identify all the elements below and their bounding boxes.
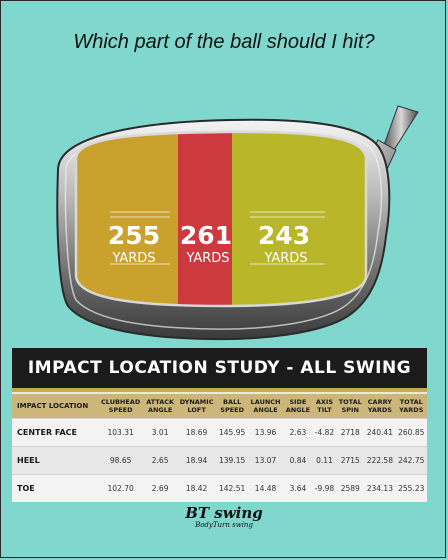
table-cell: 260.85	[395, 418, 427, 447]
table-cell: 98.65	[97, 446, 144, 475]
header-text: ANGLE	[147, 406, 173, 414]
table-cell: 242.75	[395, 446, 427, 475]
zone-heel	[232, 131, 366, 306]
table-cell: 14.48	[247, 474, 284, 502]
header-text: YARDS	[399, 406, 424, 414]
zone-toe-yards-label: YARDS	[111, 251, 155, 266]
header-text: CARRY	[367, 398, 392, 406]
table-cell: 2.69	[143, 474, 177, 502]
table-header-cell: ATTACK ANGLE	[143, 394, 177, 419]
zone-toe	[76, 131, 178, 306]
header-text: AXIS	[315, 398, 334, 406]
table-cell: 240.41	[364, 418, 396, 447]
table-cell: 0.11	[312, 446, 337, 475]
table-header-cell: TOTAL YARDS	[395, 394, 427, 419]
zone-toe-yards: 255	[108, 221, 160, 250]
header-text: ANGLE	[285, 406, 311, 414]
header-text: ATTACK	[146, 398, 175, 406]
table-accent-bar	[12, 388, 427, 392]
table-cell: 222.58	[364, 446, 396, 475]
header-text: YARDS	[367, 406, 392, 414]
table-cell: 2589	[336, 474, 365, 502]
bt-swing-logo: BT swing BodyTurn swing	[0, 505, 448, 529]
club-shaft	[383, 105, 419, 151]
logo-sub-text: BodyTurn swing	[195, 521, 253, 529]
header-text: IMPACT LOCATION	[17, 402, 89, 410]
header-text: LAUNCH	[250, 398, 281, 406]
table-cell: 103.31	[97, 418, 144, 447]
table-header-cell: SIDE ANGLE	[283, 394, 313, 419]
logo-main-text: BT swing	[185, 504, 263, 522]
table-cell: 2.65	[143, 446, 177, 475]
driver-illustration: 255 YARDS 261 YARDS 243 YARDS	[56, 105, 419, 341]
table-header-cell: CARRY YARDS	[364, 394, 396, 419]
impact-table: IMPACT LOCATION CLUBHEAD SPEED ATTACK ANGLE D…	[12, 394, 427, 502]
header-text: CLUBHEAD	[101, 398, 141, 406]
table-header-row: IMPACT LOCATION CLUBHEAD SPEED ATTACK ANGLE D…	[12, 394, 427, 419]
table-cell: 2.63	[283, 418, 313, 447]
header-text: TILT	[317, 406, 332, 414]
table-cell: 139.15	[216, 446, 248, 475]
table-row: HEEL 98.65 2.65 18.94 139.15 13.07 0.84 0.11 271…	[12, 446, 427, 475]
face-outline	[74, 130, 368, 308]
table-cell: 18.69	[176, 418, 217, 447]
table-row: TOE 102.70 2.69 18.42 142.51 14.48 3.64 -9.98 25…	[12, 474, 427, 502]
row-label: TOE	[12, 474, 98, 502]
table-cell: 2718	[336, 418, 365, 447]
table-header-cell: TOTAL SPIN	[336, 394, 365, 419]
table-cell: 18.94	[176, 446, 217, 475]
row-label: HEEL	[12, 446, 98, 475]
header-text: SPEED	[108, 406, 133, 414]
table-cell: 102.70	[97, 474, 144, 502]
table-cell: 234.13	[364, 474, 396, 502]
face-score-lines	[110, 211, 325, 265]
table-cell: -4.82	[312, 418, 337, 447]
row-label: CENTER FACE	[12, 418, 98, 447]
table-title: IMPACT LOCATION STUDY - ALL SWING SPEEDS	[12, 348, 427, 418]
table-cell: 13.96	[247, 418, 284, 447]
table-cell: 2715	[336, 446, 365, 475]
zone-heel-yards: 243	[258, 221, 310, 250]
header-text: LOFT	[187, 406, 206, 414]
zone-center-yards: 261	[180, 221, 232, 250]
table-header-cell: DYNAMIC LOFT	[176, 394, 217, 419]
table-header-cell: AXIS TILT	[312, 394, 337, 419]
impact-study-panel: IMPACT LOCATION STUDY - ALL SWING SPEEDS…	[12, 348, 427, 502]
table-row: CENTER FACE 103.31 3.01 18.69 145.95 13.96 2.6…	[12, 418, 427, 447]
header-text: DYNAMIC	[179, 398, 214, 406]
table-cell: 3.01	[143, 418, 177, 447]
table-cell: 255.23	[395, 474, 427, 502]
table-header-cell: CLUBHEAD SPEED	[97, 394, 144, 419]
table-cell: 3.64	[283, 474, 313, 502]
header-text: TOTAL	[338, 398, 362, 406]
header-text: SPIN	[341, 406, 359, 414]
header-text: SPEED	[220, 406, 244, 414]
table-cell: 13.07	[247, 446, 284, 475]
header-text: BALL	[223, 398, 242, 406]
header-text: SIDE	[289, 398, 307, 406]
header-text: TOTAL	[399, 398, 423, 406]
table-cell: 145.95	[216, 418, 248, 447]
table-cell: 18.42	[176, 474, 217, 502]
table-body: CENTER FACE 103.31 3.01 18.69 145.95 13.96 2.6…	[12, 418, 427, 502]
table-header-cell: IMPACT LOCATION	[12, 394, 98, 419]
table-header-cell: BALL SPEED	[216, 394, 248, 419]
table-cell: 0.84	[283, 446, 313, 475]
zone-center	[178, 131, 232, 306]
zone-heel-yards-label: YARDS	[263, 251, 307, 266]
zone-center-yards-label: YARDS	[185, 251, 229, 266]
table-header-cell: LAUNCH ANGLE	[247, 394, 284, 419]
table-cell: 142.51	[216, 474, 248, 502]
page-title: Which part of the ball should I hit?	[73, 31, 375, 53]
header-text: ANGLE	[253, 406, 278, 414]
table-cell: -9.98	[312, 474, 337, 502]
